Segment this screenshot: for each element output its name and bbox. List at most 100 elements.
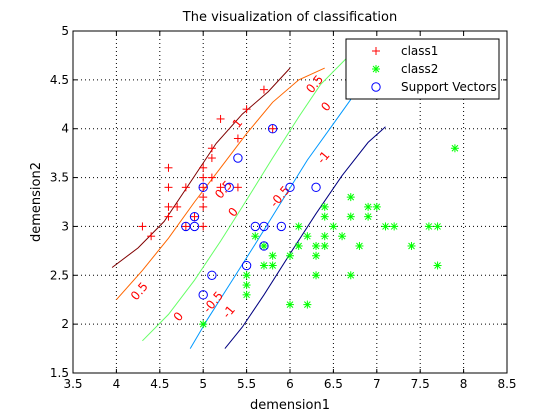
x-tick-label: 5.5 — [237, 377, 256, 391]
star-d2 — [390, 223, 398, 230]
star-d2 — [347, 213, 355, 221]
y-tick-label: 3.5 — [50, 171, 69, 185]
x-tick-label: 8.5 — [497, 377, 516, 391]
legend: class1 class2 Support Vectors — [345, 38, 500, 100]
class1-point — [242, 105, 251, 114]
star-d2 — [304, 232, 311, 240]
contour-line-0p5 — [116, 67, 325, 301]
support-vector-point — [285, 182, 295, 193]
class2-point — [286, 251, 294, 260]
class2-point — [450, 144, 459, 153]
support-vector-point — [198, 182, 208, 193]
star-d2 — [295, 223, 303, 230]
star-d2 — [321, 242, 329, 250]
star-d2 — [434, 223, 441, 230]
x-tick-label: 7 — [373, 377, 381, 391]
class2-point — [381, 222, 390, 231]
class1-point — [207, 154, 216, 163]
axis-ticks: 3.5 4 4.5 5 5.5 6 6.5 7 7.5 8 8.5 1.5 2 2.5 3 3.5 4 4.5 5 — [50, 24, 517, 391]
class1-point — [181, 183, 190, 192]
legend-label: Support Vectors — [401, 80, 497, 94]
class2-point — [372, 202, 381, 211]
star-d2 — [243, 291, 250, 299]
class1-point — [190, 212, 199, 221]
x-tick-label: 6.5 — [324, 377, 343, 391]
class2-point — [268, 251, 277, 260]
class1-point — [181, 222, 190, 231]
support-vector-point — [224, 182, 234, 193]
star-d2 — [243, 281, 250, 289]
class1-point — [216, 114, 225, 123]
y-tick-label: 2.5 — [50, 268, 69, 282]
x-tick-label: 5 — [199, 377, 207, 391]
contour-line-0 — [142, 58, 347, 342]
class2-point — [424, 222, 433, 231]
star-d2 — [321, 203, 329, 211]
y-axis-label: demension2 — [29, 162, 44, 242]
support-vector-point — [233, 153, 243, 163]
class2-point — [355, 241, 364, 250]
class2-point — [320, 202, 329, 211]
contour-line-neg0p5 — [189, 99, 352, 349]
class2-point — [268, 261, 277, 270]
contour-label: 0 — [318, 99, 334, 114]
class2-point — [242, 271, 251, 280]
y-tick-label: 4 — [61, 122, 69, 136]
support-vector-point — [250, 221, 260, 232]
class2-point — [346, 271, 355, 280]
support-vector-point — [311, 182, 321, 193]
star-d2 — [260, 262, 268, 269]
contour-label: 0 — [225, 205, 241, 220]
star-d2 — [199, 320, 207, 328]
class1-point — [199, 163, 208, 172]
star-d2 — [372, 65, 380, 73]
star-d2 — [243, 271, 250, 279]
star-d2 — [364, 203, 372, 211]
legend-label: class2 — [401, 62, 438, 76]
class1-point — [233, 183, 242, 192]
class2-point — [338, 232, 347, 241]
class2-point — [259, 261, 268, 270]
star-d2 — [434, 262, 441, 269]
class1-point — [207, 144, 216, 153]
y-tick-label: 5 — [61, 24, 69, 38]
star-d2 — [364, 213, 372, 221]
star-d2 — [321, 232, 329, 240]
chart-title: The visualization of classification — [182, 10, 397, 25]
contour-label: 1 — [230, 116, 246, 131]
class2-point — [242, 281, 251, 290]
x-tick-label: 6 — [286, 377, 294, 391]
contour-line-neg1 — [224, 126, 386, 349]
support-vector-point — [259, 221, 269, 232]
x-tick-label: 8 — [460, 377, 468, 391]
star-d2 — [373, 203, 381, 211]
y-tick-label: 3 — [61, 219, 69, 233]
star-d2 — [269, 252, 276, 260]
legend-marker-support — [371, 82, 381, 92]
class2-point — [407, 241, 416, 250]
class2-point — [303, 300, 312, 309]
x-tick-label: 4 — [113, 377, 121, 391]
support-vector-point — [189, 211, 200, 222]
class2-point — [320, 232, 329, 241]
class1-point — [138, 222, 147, 231]
class1-point — [164, 202, 173, 211]
contour-label: -0.5 — [267, 183, 293, 210]
class2-point — [329, 222, 338, 231]
contour-label: -1 — [220, 303, 238, 321]
class1-point — [199, 183, 208, 192]
contour-label: 0 — [171, 309, 187, 324]
class2-point — [320, 212, 329, 221]
class2-point — [303, 232, 312, 241]
legend-marker-class1 — [372, 47, 380, 55]
y-tick-label: 2 — [61, 317, 69, 331]
support-vector-point — [198, 290, 208, 300]
star-d2 — [347, 271, 355, 279]
x-tick-label: 4.5 — [150, 377, 169, 391]
class1-point — [164, 163, 173, 172]
star-d2 — [338, 232, 346, 240]
class2-point — [364, 202, 373, 211]
star-d2 — [304, 301, 311, 308]
star-d2 — [356, 242, 363, 250]
star-d2 — [425, 223, 433, 230]
